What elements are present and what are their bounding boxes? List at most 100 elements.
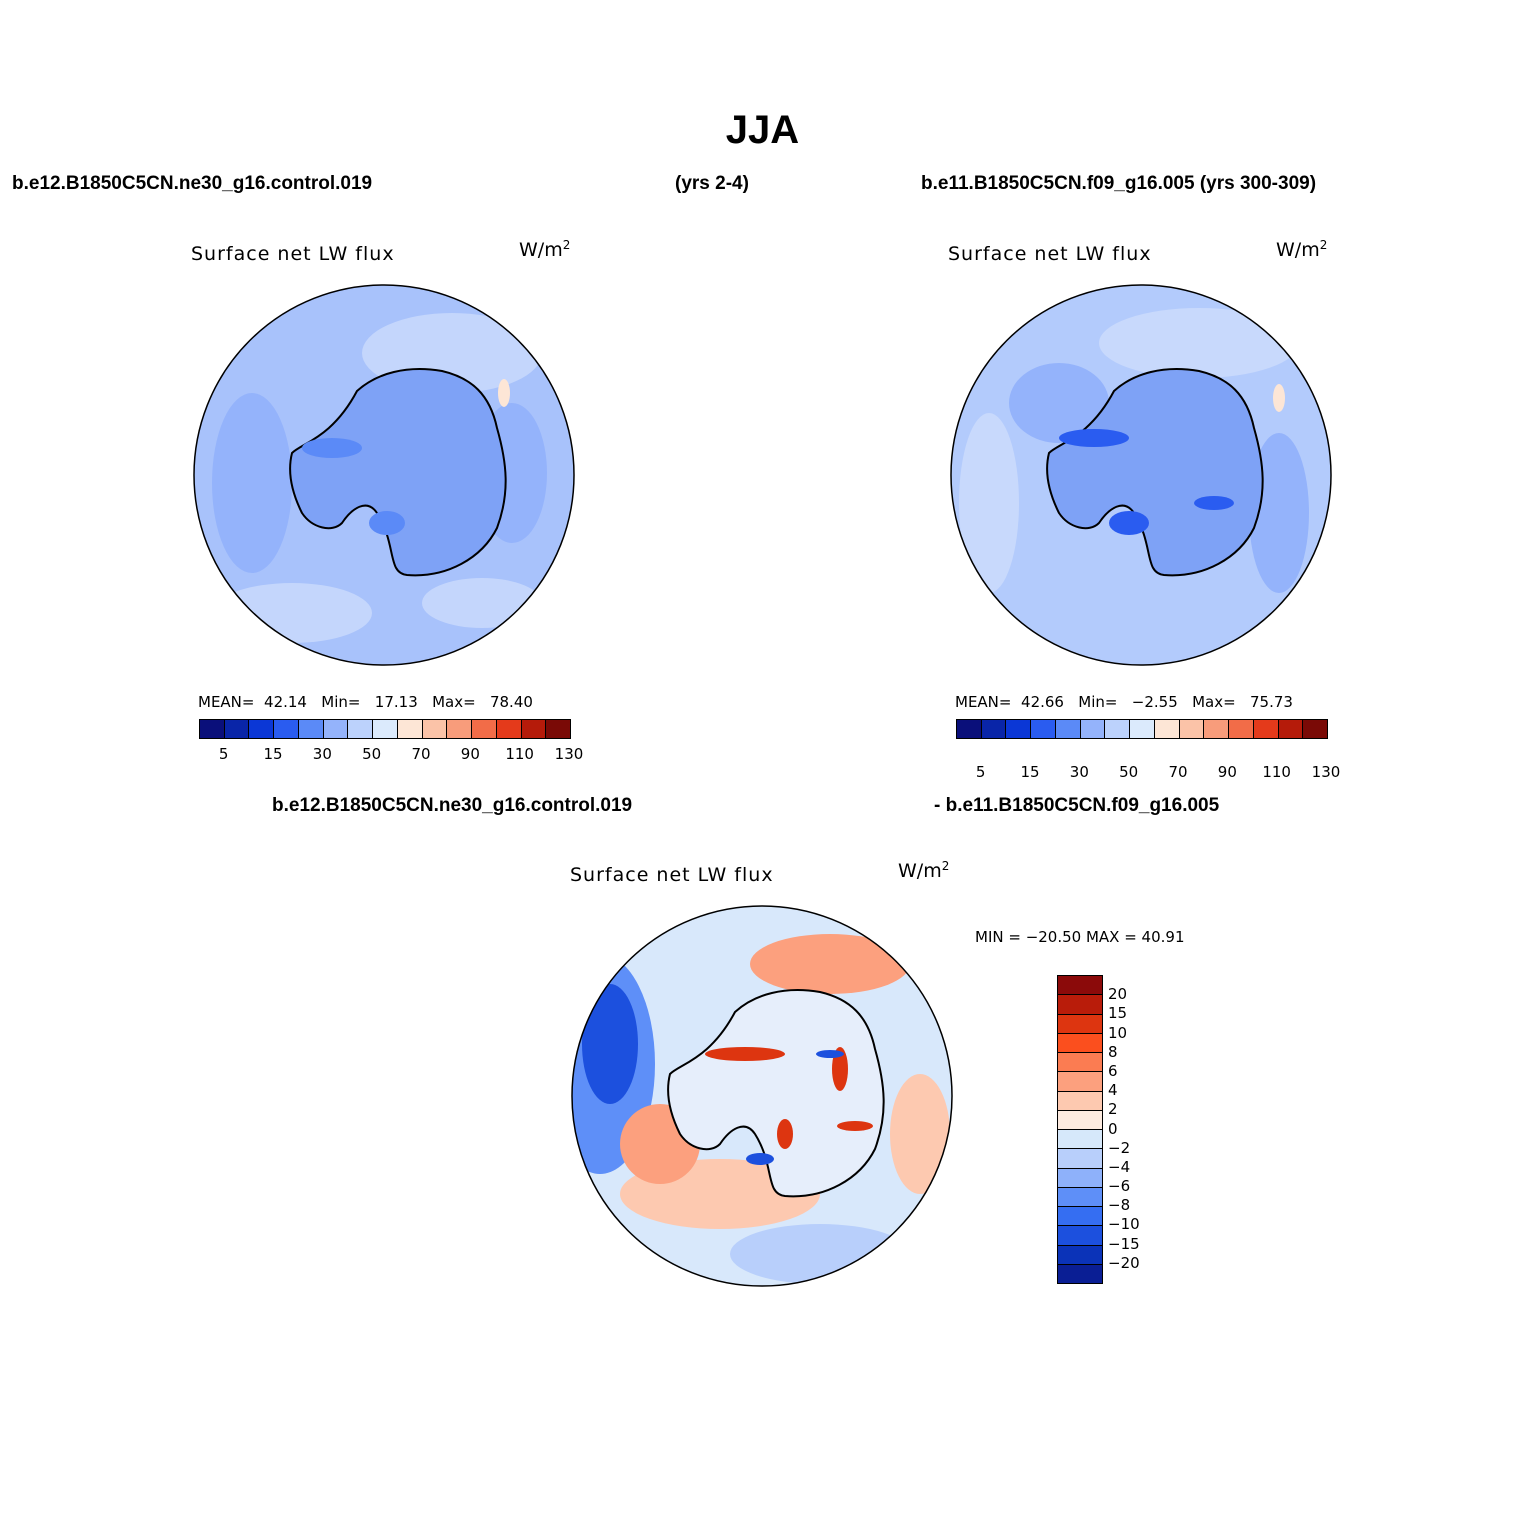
diff-colorbar-tick-label: 8: [1108, 1042, 1118, 1061]
panel1-contour-lowflux: [369, 511, 405, 535]
panel2-colorbar-swatch: [1031, 720, 1056, 738]
diff-contour-negative: [730, 1224, 910, 1284]
panel2-contour-midband: [1009, 363, 1109, 443]
diff-contour-negative: [582, 984, 638, 1104]
panel1-colorbar-swatch: [298, 720, 324, 738]
diff-colorbar-swatch: [1058, 1091, 1102, 1111]
panel2-antarctica-field: [1046, 368, 1264, 577]
panel2-colorbar-tick-label: 15: [1020, 763, 1040, 781]
diff-colorbar-tick-label: −15: [1108, 1234, 1140, 1253]
diff-colorbar-swatch: [1058, 1130, 1102, 1150]
panel2-colorbar-swatch: [1253, 720, 1279, 738]
panel1-colorbar-tick-label: 110: [505, 745, 534, 763]
diff-colorbar-tick-label: −4: [1108, 1157, 1131, 1176]
panel1-colorbar-tick-label: 30: [312, 745, 332, 763]
panel2-colorbar-swatch: [1179, 720, 1205, 738]
panel2-colorbar: [956, 719, 1328, 739]
diff-colorbar-tick-label: −6: [1108, 1177, 1131, 1196]
panel2-contour-lightband: [1099, 308, 1299, 378]
diff-colorbar-swatch: [1058, 1168, 1102, 1188]
panel1-colorbar-swatch: [397, 720, 423, 738]
panel2-colorbar-tick-label: 50: [1119, 763, 1139, 781]
panel1-contour-lowflux: [302, 438, 362, 458]
panel1-colorbar-swatch: [546, 720, 571, 738]
panel1-colorbar-tick-label: 50: [362, 745, 382, 763]
figure-title: JJA: [725, 108, 800, 152]
diff-colorbar-swatch: [1058, 1033, 1102, 1053]
panel2-contour-lowflux: [1109, 511, 1149, 535]
diff-colorbar-swatch: [1058, 1187, 1102, 1207]
diff-colorbar-swatch: [1058, 1110, 1102, 1130]
panel2-colorbar-swatch: [1278, 720, 1304, 738]
panel1-colorbar-swatch: [224, 720, 250, 738]
diff-panel-units: W/m2: [898, 859, 950, 882]
panel2-colorbar-tick-label: 30: [1069, 763, 1089, 781]
diff-contour-positive: [750, 934, 910, 994]
panel2-colorbar-swatch: [981, 720, 1007, 738]
diff-antarctica-field: [667, 989, 885, 1198]
diff-colorbar-tick-label: 20: [1108, 985, 1128, 1004]
panel2-map-border: [950, 284, 1332, 666]
panel2-colorbar-swatch: [1303, 720, 1328, 738]
panel1-contour-midband: [212, 393, 292, 573]
diff-contour-strongnegative: [746, 1153, 774, 1165]
panel2-colorbar-tick-label: 5: [975, 763, 986, 781]
panel1-colorbar: [199, 719, 571, 739]
diff-case2-label: - b.e11.B1850C5CN.f09_g16.005: [934, 795, 1220, 816]
panel1-contour-warm: [498, 379, 510, 407]
diff-colorbar-swatch: [1058, 1226, 1102, 1246]
diff-colorbar-tick-label: 6: [1108, 1061, 1118, 1080]
panel2-colorbar-swatch: [957, 720, 982, 738]
diff-colorbar-tick-label: −2: [1108, 1138, 1131, 1157]
panel1-colorbar-swatch: [447, 720, 473, 738]
panel2-colorbar-swatch: [1105, 720, 1131, 738]
diff-map: [571, 905, 953, 1287]
diff-colorbar-ticks: 20 15 10 8 6 4 2 0 −2 −4 −6 −8 −10 −15 −20: [1108, 975, 1168, 1282]
panel1-colorbar-swatch: [249, 720, 275, 738]
panel2-colorbar-swatch: [1055, 720, 1081, 738]
panel2-title: Surface net LW flux: [948, 243, 1152, 265]
diff-colorbar-swatch: [1058, 1014, 1102, 1034]
diff-contour-strongpositive: [837, 1121, 873, 1131]
panel2-colorbar-swatch: [1204, 720, 1230, 738]
panel1-map: [193, 284, 575, 666]
diff-colorbar-tick-label: 2: [1108, 1100, 1118, 1119]
panel2-colorbar-tick-label: 70: [1168, 763, 1188, 781]
diff-contour-strongpositive: [832, 1047, 848, 1091]
diff-colorbar-swatch: [1058, 1207, 1102, 1227]
panel2-colorbar-tick-label: 90: [1217, 763, 1237, 781]
panel2-colorbar-tick-label: 110: [1262, 763, 1291, 781]
panel1-colorbar-tick-label: 130: [554, 745, 584, 763]
panel2-colorbar-swatch: [1154, 720, 1180, 738]
panel2-stats: MEAN= 42.66 Min= −2.55 Max= 75.73: [955, 693, 1293, 711]
panel2-colorbar-swatch: [1229, 720, 1254, 738]
diff-colorbar-tick-label: 0: [1108, 1119, 1118, 1138]
diff-colorbar-tick-label: −8: [1108, 1196, 1131, 1215]
diff-colorbar-swatch: [1058, 1264, 1102, 1283]
panel2-contour-midband: [1249, 433, 1309, 593]
panel1-title: Surface net LW flux: [191, 243, 395, 265]
panel1-colorbar-swatch: [496, 720, 522, 738]
panel1-colorbar-swatch: [274, 720, 299, 738]
diff-colorbar-tick-label: 10: [1108, 1023, 1128, 1042]
panel1-units: W/m2: [519, 238, 571, 261]
case1-label: b.e12.B1850C5CN.ne30_g16.control.019: [12, 173, 373, 194]
panel2-contour-lowflux: [1059, 429, 1129, 447]
panel1-colorbar-swatch: [521, 720, 547, 738]
diff-case1-label: b.e12.B1850C5CN.ne30_g16.control.019: [272, 795, 633, 816]
diff-contour-positive: [890, 1074, 950, 1194]
panel2-contour-lightband: [959, 413, 1019, 593]
panel2-colorbar-swatch: [1006, 720, 1032, 738]
diff-colorbar-tick-label: 15: [1108, 1004, 1128, 1023]
diff-colorbar: [1057, 975, 1103, 1284]
diff-contour-strongpositive: [705, 1047, 785, 1061]
case1-years-label: (yrs 2-4): [675, 173, 749, 194]
panel1-colorbar-swatch: [373, 720, 398, 738]
panel1-colorbar-tick-label: 90: [460, 745, 480, 763]
panel1-antarctica-field: [289, 368, 507, 577]
panel2-units: W/m2: [1276, 238, 1328, 261]
diff-colorbar-tick-label: 4: [1108, 1081, 1118, 1100]
panel1-colorbar-tick-label: 15: [263, 745, 283, 763]
diff-map-border: [571, 905, 953, 1287]
diff-colorbar-tick-label: −10: [1108, 1215, 1140, 1234]
